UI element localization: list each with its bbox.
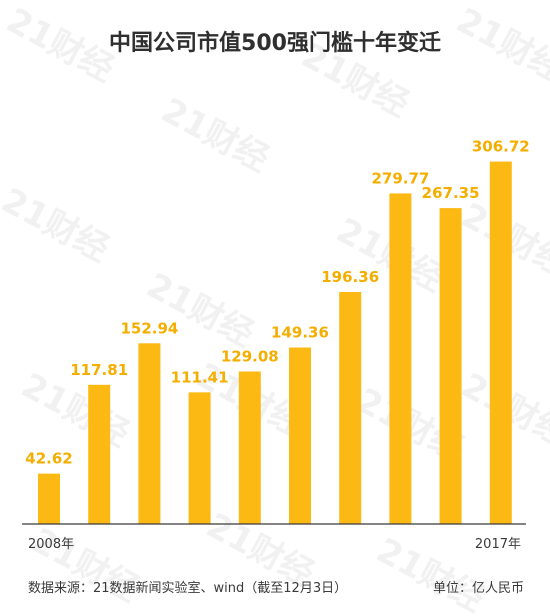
bar-9 [439,208,462,525]
value-label-4: 111.41 [171,368,229,386]
watermark-2: 21财经 [155,91,276,180]
value-label-5: 129.08 [221,347,279,365]
bar-1 [38,473,60,524]
x-tick-labels: 2008年 2017年 [28,537,521,552]
watermark-13: 21财经 [25,521,146,610]
bars-group [38,161,512,525]
bar-7 [339,291,362,524]
bar-2 [88,384,111,524]
watermark-15: 21财经 [370,531,491,616]
bar-5 [238,371,261,524]
unit-note: 单位：亿人民币 [433,581,524,596]
watermark-5: 21财经 [0,181,115,270]
bar-3 [138,343,161,524]
value-label-8: 279.77 [371,169,429,187]
watermark-4: 21财经 [450,1,550,90]
value-label-1: 42.62 [25,450,72,468]
chart-title: 中国公司市值500强门槛十年变迁 [109,30,441,56]
bar-4 [188,392,211,524]
value-label-10: 306.72 [472,138,530,156]
value-label-2: 117.81 [70,361,128,379]
watermark-1: 21财经 [0,1,120,90]
value-labels-group: 42.62 117.81 152.94 111.41 129.08 149.36 196.3… [25,138,529,468]
watermark-9: 21财经 [15,366,136,455]
value-label-6: 149.36 [271,324,329,342]
source-note: 数据来源：21数据新闻实验室、wind（截至12月3日） [28,580,347,596]
value-label-7: 196.36 [321,268,379,286]
bar-10 [489,161,512,524]
bar-8 [389,193,412,524]
value-label-9: 267.35 [422,184,480,202]
bar-6 [289,347,311,524]
value-label-3: 152.94 [120,319,178,337]
watermark-6: 21财经 [140,266,261,355]
x-tick-label-last: 2017年 [475,537,521,552]
x-tick-label-first: 2008年 [28,537,74,552]
